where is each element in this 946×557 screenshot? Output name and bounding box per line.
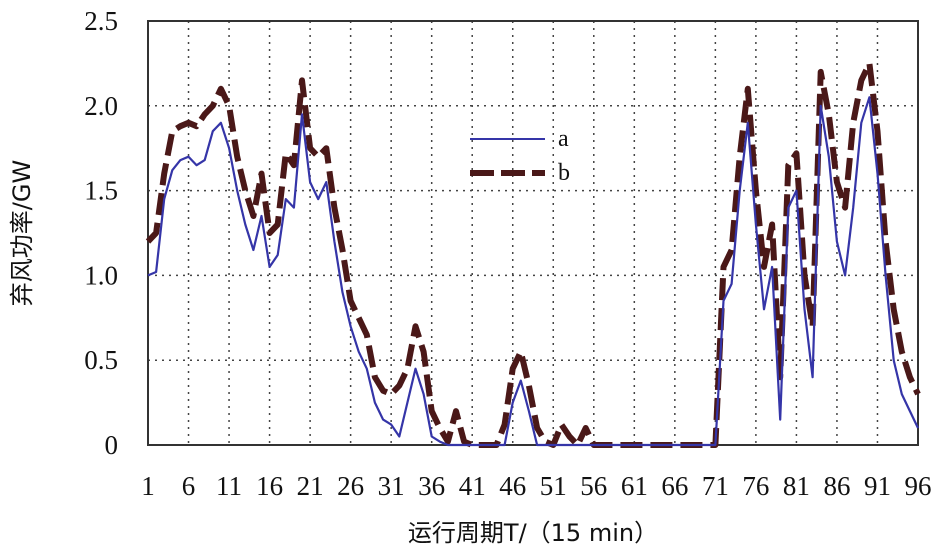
legend: a b <box>470 126 570 186</box>
y-tick-label-0: 0 <box>105 430 119 460</box>
x-tick-labels: 1 6 11 16 21 26 31 36 41 46 51 56 61 66 71 76 81 86 91 96 <box>141 471 931 501</box>
y-tick-label-4: 2.0 <box>84 91 118 121</box>
series-layer <box>145 60 921 448</box>
x-tick-label-41: 41 <box>459 471 486 501</box>
y-tick-label-1: 0.5 <box>84 345 118 375</box>
legend-label-a: a <box>558 126 569 152</box>
x-tick-label-61: 61 <box>621 471 648 501</box>
x-tick-label-1: 1 <box>141 471 155 501</box>
x-axis-title: 运行周期T/（15 min） <box>408 519 658 547</box>
series-line-b <box>145 60 921 448</box>
x-tick-label-96: 96 <box>905 471 932 501</box>
x-tick-label-86: 86 <box>823 471 850 501</box>
legend-label-b: b <box>558 160 570 186</box>
x-tick-label-66: 66 <box>661 471 688 501</box>
x-tick-label-16: 16 <box>256 471 283 501</box>
x-tick-label-81: 81 <box>783 471 810 501</box>
x-tick-label-91: 91 <box>864 471 891 501</box>
x-tick-label-21: 21 <box>297 471 324 501</box>
x-tick-label-31: 31 <box>378 471 405 501</box>
x-tick-label-71: 71 <box>702 471 729 501</box>
x-tick-label-11: 11 <box>216 471 242 501</box>
x-tick-label-36: 36 <box>418 471 445 501</box>
y-axis-title: 弃风功率/GW <box>8 160 36 306</box>
x-tick-label-51: 51 <box>540 471 567 501</box>
plot-frame <box>147 20 919 446</box>
x-tick-label-6: 6 <box>182 471 196 501</box>
y-tick-label-5: 2.5 <box>84 6 118 36</box>
y-tick-labels: 0 0.5 1.0 1.5 2.0 2.5 <box>84 6 118 460</box>
y-tick-label-3: 1.5 <box>84 176 118 206</box>
series-line-a <box>147 96 919 447</box>
x-tick-label-56: 56 <box>580 471 607 501</box>
x-tick-label-46: 46 <box>499 471 526 501</box>
x-tick-label-26: 26 <box>337 471 364 501</box>
y-tick-label-2: 1.0 <box>84 260 118 290</box>
x-tick-label-76: 76 <box>742 471 769 501</box>
